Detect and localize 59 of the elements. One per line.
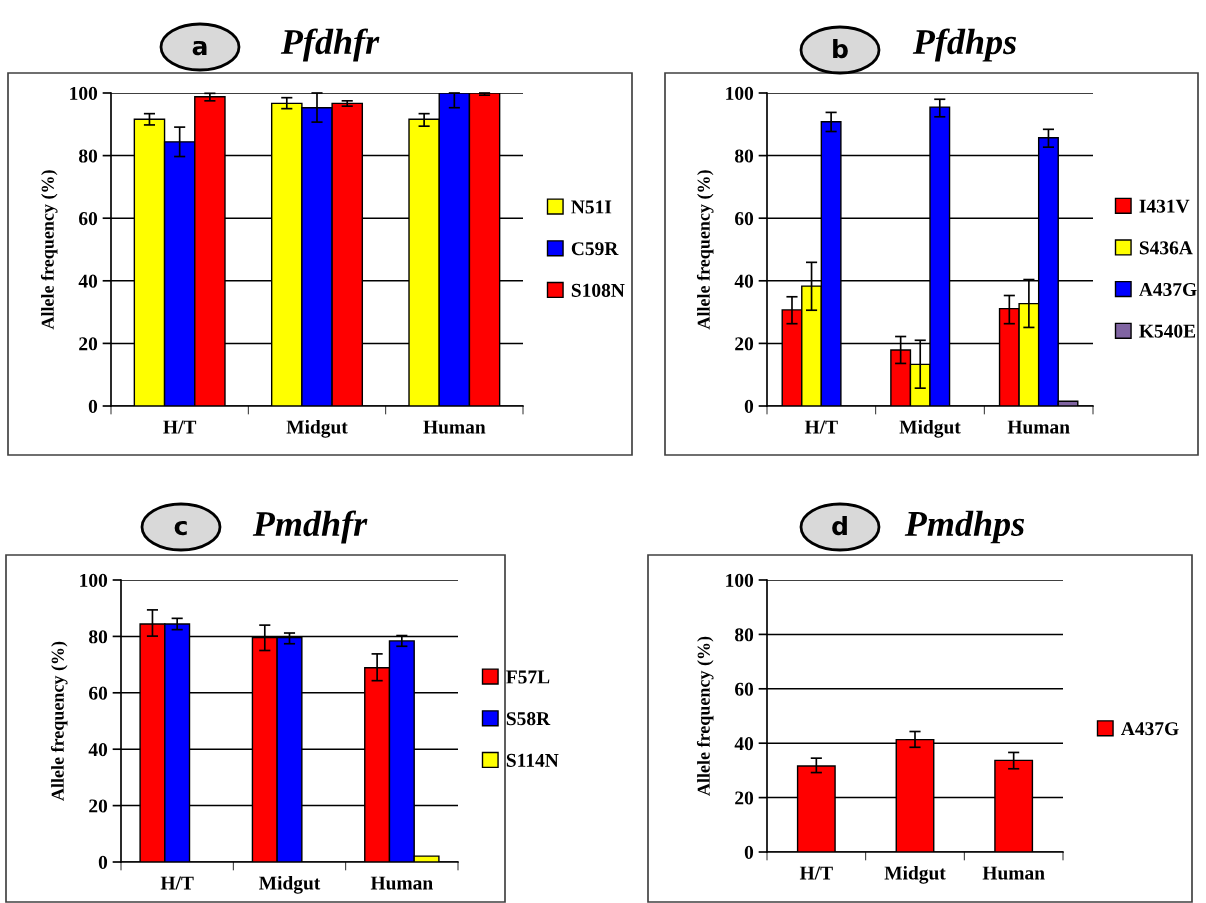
legend-label: I431V: [1139, 199, 1190, 213]
x-tick-label: Human: [982, 866, 1045, 880]
chart-title: Pfdhfr: [280, 28, 380, 62]
chart-title: Pmdhps: [904, 510, 1025, 544]
y-tick-label: 60: [79, 212, 98, 226]
y-axis-title: Allele frequency (%): [696, 636, 714, 796]
text: d: [832, 515, 847, 536]
legend-label: F57L: [506, 670, 550, 684]
y-tick-label: 100: [80, 573, 108, 587]
y-tick-label: 40: [78, 274, 98, 288]
y-tick-label: 80: [89, 630, 108, 644]
y-tick-label: 20: [89, 799, 108, 813]
y-tick-label: 0: [744, 399, 754, 413]
y-tick-label: 40: [734, 737, 754, 751]
x-tick-label: Human: [370, 876, 433, 890]
text: c: [174, 520, 187, 536]
y-tick-label: 20: [735, 337, 754, 351]
y-tick-label: 60: [89, 686, 108, 700]
chart-title: Pfdhps: [912, 28, 1017, 62]
legend-label: S58R: [506, 712, 551, 726]
y-tick-label: 80: [735, 149, 754, 163]
x-tick-label: Midgut: [259, 875, 321, 894]
x-tick-label: Human: [1007, 420, 1070, 434]
x-tick-label: H/T: [799, 866, 833, 880]
y-tick-label: 80: [735, 628, 754, 642]
legend-label: S108N: [571, 283, 625, 297]
y-axis-title: Allele frequency (%): [40, 170, 58, 330]
legend-label: S114N: [506, 753, 559, 767]
y-tick-label: 0: [744, 845, 754, 859]
y-tick-label: 20: [735, 791, 754, 805]
legend-label: K540E: [1139, 324, 1196, 338]
x-tick-label: Midgut: [286, 419, 348, 438]
legend-label: C59R: [571, 242, 619, 256]
x-tick-label: H/T: [804, 420, 838, 434]
legend-label: A437G: [1139, 282, 1197, 297]
x-tick-label: Midgut: [899, 419, 961, 438]
y-tick-label: 100: [726, 86, 754, 100]
text: b: [833, 38, 848, 59]
y-tick-label: 80: [79, 149, 98, 163]
x-tick-label: Human: [423, 420, 486, 434]
y-tick-label: 60: [735, 682, 754, 696]
y-tick-label: 20: [79, 337, 98, 351]
y-tick-label: 100: [726, 573, 754, 587]
y-tick-label: 0: [88, 399, 98, 413]
legend-label: A437G: [1121, 722, 1179, 736]
x-tick-label: H/T: [160, 876, 194, 890]
y-tick-label: 40: [88, 743, 108, 757]
x-tick-label: H/T: [163, 420, 197, 434]
y-tick-label: 0: [98, 855, 108, 869]
legend-label: S436A: [1139, 241, 1193, 255]
text: a: [192, 40, 207, 56]
y-tick-label: 40: [734, 274, 754, 288]
x-tick-label: Midgut: [884, 865, 946, 884]
y-axis-title: Allele frequency (%): [696, 170, 714, 330]
chart-title: Pmdhfr: [252, 510, 368, 544]
y-tick-label: 60: [735, 212, 754, 226]
y-tick-label: 100: [70, 86, 98, 100]
legend-label: N51I: [571, 200, 612, 214]
y-axis-title: Allele frequency (%): [50, 641, 68, 801]
